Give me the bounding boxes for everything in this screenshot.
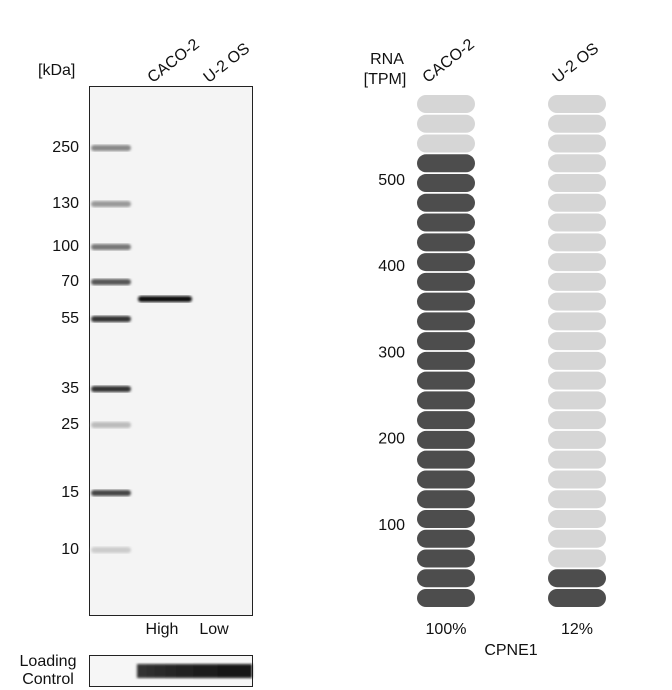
rna-segment — [417, 114, 475, 133]
rna-segment — [548, 213, 606, 232]
rna-segment — [417, 351, 475, 370]
rna-segment — [417, 450, 475, 469]
marker-label: 100 — [52, 238, 79, 255]
percentage: 100% — [426, 621, 467, 638]
rna-segment — [417, 174, 475, 193]
rna-segment — [548, 292, 606, 311]
ladder-band — [91, 279, 131, 285]
rna-segment — [417, 371, 475, 390]
blot-panel — [89, 86, 253, 616]
marker-label: 130 — [52, 195, 79, 212]
tick-label: 200 — [378, 431, 405, 448]
rna-segment — [417, 253, 475, 272]
lane-label: CACO-2 — [145, 36, 203, 87]
rna-segment — [548, 332, 606, 351]
rna-segment — [548, 193, 606, 212]
rna-segment — [417, 490, 475, 509]
axis-label: [TPM] — [364, 71, 407, 88]
rna-segment — [548, 450, 606, 469]
ladder-band — [91, 145, 131, 151]
rna-segment — [548, 174, 606, 193]
rna-segment — [548, 391, 606, 410]
rna-segment — [548, 569, 606, 588]
marker-label: 25 — [61, 416, 79, 433]
rna-segment — [417, 95, 475, 113]
ladder-band — [91, 386, 131, 392]
loading-label: Control — [22, 671, 74, 688]
rna-segment — [548, 430, 606, 449]
rna-segment — [417, 470, 475, 489]
protein-band — [138, 296, 192, 302]
rna-segment — [548, 509, 606, 528]
rna-segment — [548, 312, 606, 331]
ladder-band — [91, 547, 131, 553]
percentage: 12% — [561, 621, 593, 638]
tick-label: 100 — [378, 517, 405, 534]
rna-segment — [417, 430, 475, 449]
rna-segment — [417, 509, 475, 528]
rna-segment — [417, 332, 475, 351]
rna-segment — [548, 411, 606, 430]
rna-segment — [417, 529, 475, 548]
rna-segment — [548, 549, 606, 568]
lane-label: CACO-2 — [420, 36, 478, 87]
tick-label: 500 — [378, 172, 405, 189]
marker-label: 35 — [61, 380, 79, 397]
rna-segment — [417, 292, 475, 311]
ladder-band — [91, 201, 131, 207]
marker-label: 15 — [61, 484, 79, 501]
ladder-band — [91, 244, 131, 250]
rna-segment — [417, 272, 475, 291]
ladder-band — [91, 316, 131, 322]
rna-segment — [548, 134, 606, 153]
rna-segment — [417, 391, 475, 410]
ladder-band — [91, 422, 131, 428]
level-label: High — [146, 621, 179, 638]
rna-segment — [548, 233, 606, 252]
rna-segment — [548, 371, 606, 390]
rna-segment — [548, 490, 606, 509]
rna-segment — [548, 272, 606, 291]
rna-segment — [417, 411, 475, 430]
gene-label: CPNE1 — [484, 642, 537, 659]
rna-segment — [417, 213, 475, 232]
rna-segment — [548, 351, 606, 370]
lane-label: U-2 OS — [550, 40, 603, 86]
tick-label: 300 — [378, 344, 405, 361]
rna-segment — [417, 233, 475, 252]
marker-label: 70 — [61, 273, 79, 290]
rna-segment — [548, 114, 606, 133]
rna-segment — [417, 589, 475, 607]
lane-label: U-2 OS — [201, 40, 254, 86]
rna-segment — [548, 529, 606, 548]
rna-segment — [417, 193, 475, 212]
rna-segment — [417, 549, 475, 568]
axis-label: RNA — [370, 51, 404, 68]
loading-band — [137, 664, 252, 678]
level-label: Low — [199, 621, 229, 638]
rna-segment — [417, 134, 475, 153]
ladder-band — [91, 490, 131, 496]
rna-segment — [548, 589, 606, 607]
marker-label: 250 — [52, 139, 79, 156]
marker-label: 10 — [61, 541, 79, 558]
tick-label: 400 — [378, 258, 405, 275]
unit-label: [kDa] — [38, 62, 75, 79]
rna-segment — [548, 95, 606, 113]
rna-segment — [548, 154, 606, 173]
rna-segment — [417, 569, 475, 588]
marker-label: 55 — [61, 310, 79, 327]
rna-segment — [548, 253, 606, 272]
loading-label: Loading — [20, 653, 77, 670]
rna-segment — [548, 470, 606, 489]
rna-segment — [417, 312, 475, 331]
rna-segment — [417, 154, 475, 173]
